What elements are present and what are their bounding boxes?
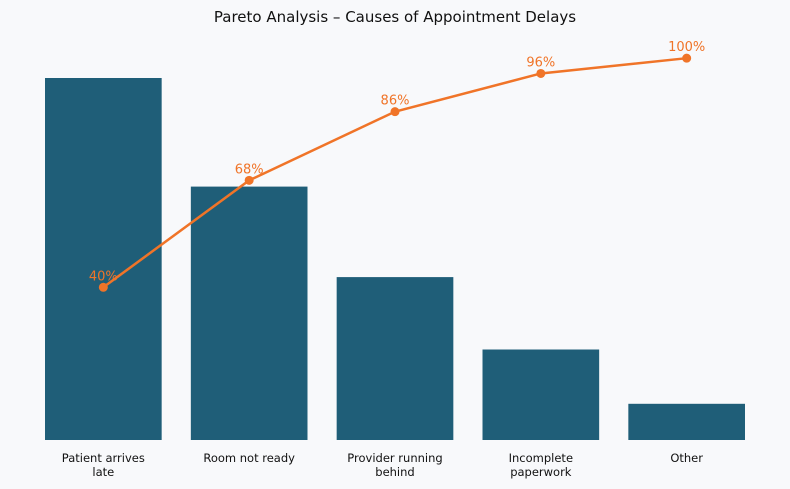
- category-label-1-line-0: Room not ready: [203, 451, 295, 465]
- cumulative-label-4: 100%: [668, 40, 705, 55]
- category-label-0: Patient arrives late: [62, 451, 145, 479]
- category-label-0-line-1: late: [92, 465, 114, 479]
- bar-0: [45, 78, 162, 440]
- cumulative-label-2: 86%: [381, 94, 410, 109]
- chart-title: Pareto Analysis – Causes of Appointment …: [214, 8, 576, 26]
- bar-1: [190, 186, 308, 440]
- bar-3: [482, 349, 600, 440]
- category-label-2: Provider running behind: [347, 451, 442, 479]
- cumulative-point-3: [536, 68, 546, 78]
- category-label-4-line-0: Other: [670, 451, 703, 465]
- bar-series: [45, 78, 745, 440]
- category-labels: Patient arrives late Room not ready Provide…: [62, 451, 703, 479]
- category-label-4: Other: [670, 451, 703, 465]
- cumulative-point-1: [244, 175, 254, 185]
- cumulative-label-0: 40%: [89, 269, 118, 284]
- cumulative-point-2: [390, 107, 400, 117]
- cumulative-line-series: 40% 68% 86% 96% 100%: [89, 40, 705, 292]
- cumulative-label-1: 68%: [235, 162, 264, 177]
- bar-4: [628, 403, 745, 440]
- category-label-1: Room not ready: [203, 451, 295, 465]
- category-label-2-line-1: behind: [375, 465, 414, 479]
- cumulative-point-0: [98, 282, 108, 292]
- category-label-3-line-1: paperwork: [510, 465, 572, 479]
- category-label-3: Incomplete paperwork: [509, 451, 573, 479]
- category-label-3-line-0: Incomplete: [509, 451, 573, 465]
- cumulative-point-4: [682, 53, 692, 63]
- cumulative-label-3: 96%: [526, 55, 555, 70]
- bar-2: [336, 277, 454, 440]
- category-label-0-line-0: Patient arrives: [62, 451, 145, 465]
- category-label-2-line-0: Provider running: [347, 451, 442, 465]
